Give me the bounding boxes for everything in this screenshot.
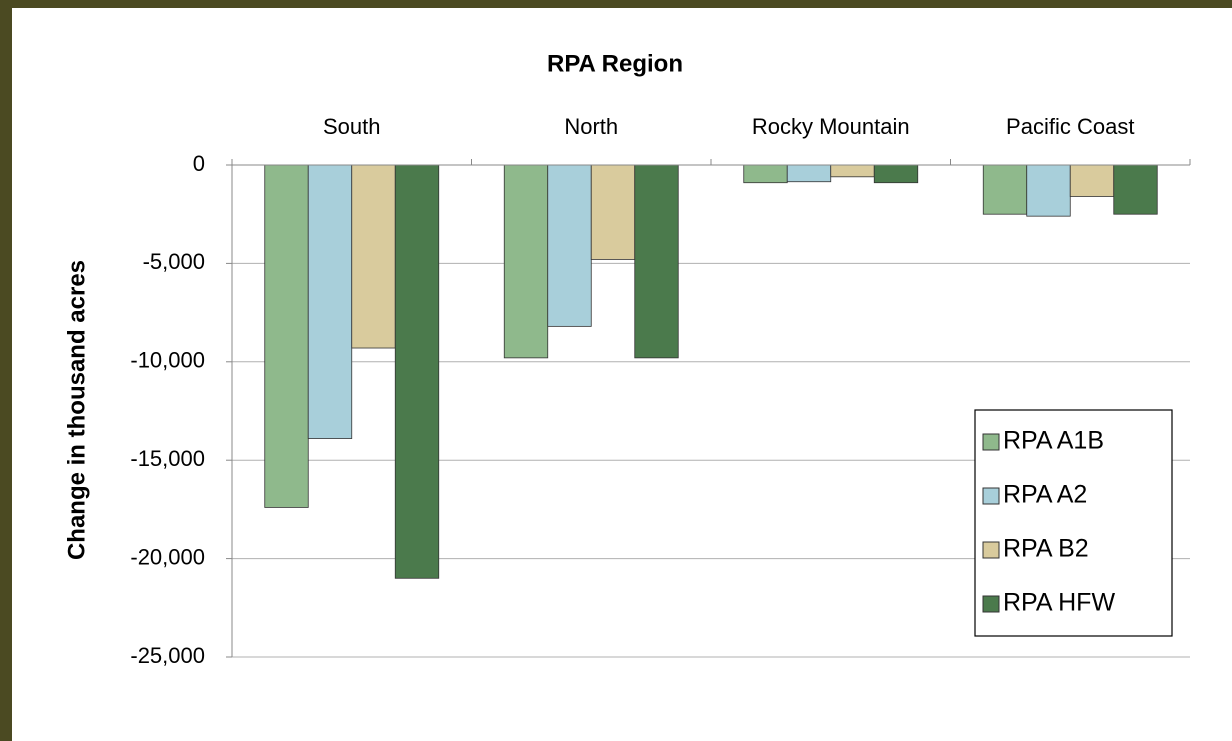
legend-label: RPA HFW — [1003, 589, 1115, 617]
legend-label: RPA A2 — [1003, 481, 1087, 509]
y-tick-label: -15,000 — [130, 446, 205, 471]
x-tick-label: North — [564, 114, 618, 139]
x-tick-label: Pacific Coast — [1006, 114, 1134, 139]
bar — [503, 164, 549, 359]
y-axis-label: Change in thousand acres — [63, 260, 90, 560]
bar — [786, 164, 832, 183]
bar — [830, 164, 875, 178]
bar — [394, 164, 440, 579]
legend-label: RPA A1B — [1003, 427, 1104, 455]
legend-box — [974, 409, 1173, 637]
y-tick-label: -25,000 — [130, 643, 205, 668]
x-tick-label: South — [323, 114, 381, 139]
legend-swatch — [982, 433, 1000, 451]
chart-title: RPA Region — [547, 50, 683, 77]
y-tick-label: -5,000 — [143, 249, 205, 274]
bar — [351, 164, 396, 349]
legend-swatch — [982, 541, 1000, 559]
bar — [1069, 164, 1115, 197]
x-tick-label: Rocky Mountain — [752, 114, 910, 139]
bar — [873, 164, 919, 184]
legend-swatch — [982, 595, 1000, 613]
bar — [547, 164, 592, 327]
bar — [307, 164, 353, 439]
bar — [264, 164, 309, 508]
bar — [590, 164, 636, 260]
y-tick-label: -20,000 — [130, 544, 205, 569]
bar — [634, 164, 679, 359]
bar — [982, 164, 1028, 215]
bar — [743, 164, 788, 184]
legend-swatch — [982, 487, 1000, 505]
bar — [1113, 164, 1158, 215]
legend-label: RPA B2 — [1003, 535, 1089, 563]
y-tick-label: -10,000 — [130, 348, 205, 373]
bar — [1026, 164, 1071, 217]
y-tick-label: 0 — [193, 151, 205, 176]
